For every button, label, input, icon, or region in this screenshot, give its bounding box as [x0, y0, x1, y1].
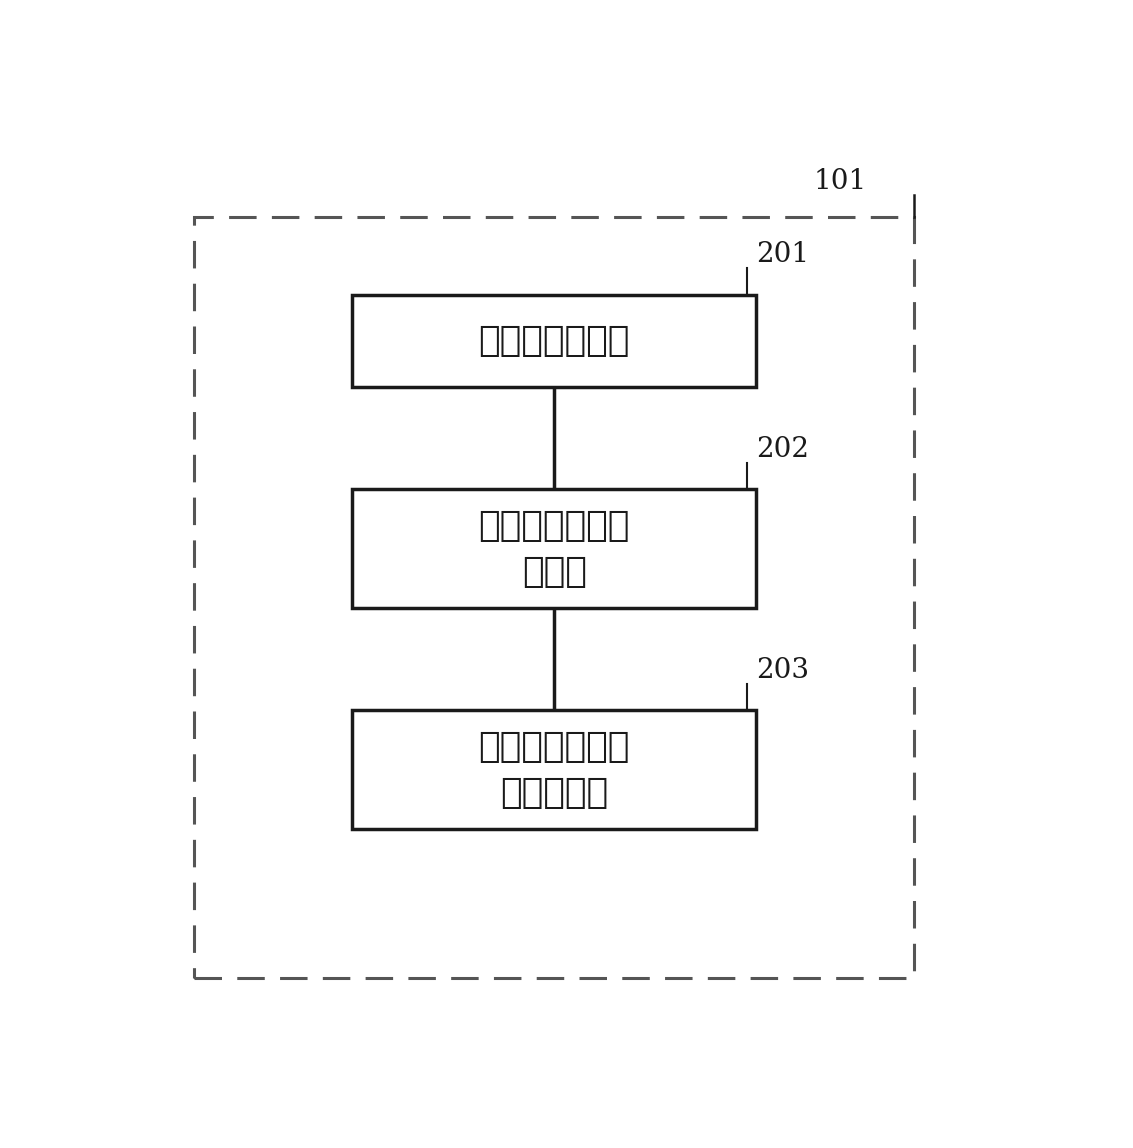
- Text: 101: 101: [813, 169, 867, 195]
- Bar: [352, 295, 757, 388]
- Text: 移动终端条码识: 移动终端条码识: [478, 730, 630, 763]
- Text: 硬设备: 硬设备: [522, 554, 587, 589]
- Text: 移动终端其它软: 移动终端其它软: [478, 509, 630, 543]
- Bar: [352, 711, 757, 830]
- Bar: [352, 489, 757, 608]
- Text: 203: 203: [757, 657, 809, 683]
- Text: 移动终端摄像头: 移动终端摄像头: [478, 324, 630, 358]
- Text: 读应用软件: 读应用软件: [501, 776, 608, 809]
- Text: 201: 201: [757, 241, 809, 269]
- Bar: [195, 217, 914, 977]
- Text: 202: 202: [757, 435, 809, 463]
